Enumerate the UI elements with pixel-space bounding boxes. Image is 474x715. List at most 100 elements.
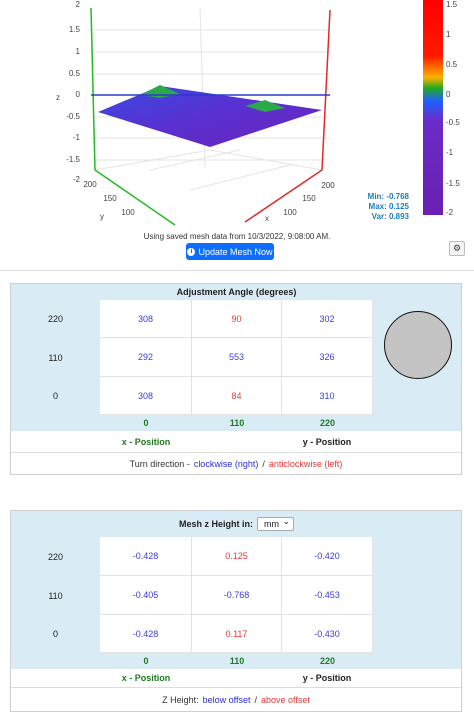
cell-value: 553 (192, 338, 282, 377)
x-axis-label: x (265, 214, 269, 223)
cell-value: -0.428 (100, 615, 192, 653)
footer-row (100, 653, 373, 669)
colorbar-tick-label: 1.5 (446, 0, 458, 9)
z-tick-label: -2 (73, 175, 81, 184)
cell-value: 326 (282, 338, 373, 377)
table-left-column (11, 511, 100, 669)
table-header (100, 511, 373, 537)
table-header (100, 284, 373, 300)
column-label: 220 (319, 656, 336, 666)
table-left-column (11, 284, 100, 431)
z-tick-label: 1.5 (69, 25, 81, 34)
x-tick-label: 100 (283, 208, 297, 217)
z-tick-label: 0 (76, 90, 81, 99)
cell-value: 84 (192, 377, 282, 415)
table-title-text: Mesh z Height in: (179, 519, 253, 529)
stat-var: Var: 0.893 (372, 212, 410, 221)
note-part: clockwise (right) (193, 458, 259, 469)
z-tick-label: -0.5 (66, 112, 80, 121)
table-box (10, 283, 462, 475)
status-text: Using saved mesh data from 10/3/2022, 9:… (143, 232, 331, 241)
table-note: Turn direction - clockwise (right) / anticl… (11, 452, 461, 475)
z-tick-label: -1.5 (66, 155, 80, 164)
z-tick-label: -1 (73, 133, 81, 142)
table-title: Adjustment Angle (degrees) (100, 284, 373, 300)
x-position-label: x - Position (121, 436, 171, 447)
cell-value: 292 (100, 338, 192, 377)
unit-select[interactable]: mm ⌄ (257, 516, 294, 531)
z-tick-label: 0.5 (69, 69, 81, 78)
y-tick-label: 200 (83, 180, 97, 189)
row-divider (11, 687, 461, 688)
note-part: above offset (261, 694, 310, 705)
note-part: / (262, 458, 265, 469)
table-note: Z Height: below offset / above offset (11, 687, 461, 712)
cell-value: -0.768 (192, 576, 282, 615)
stat-min: Min: -0.768 (368, 192, 410, 201)
cell-value: 0.117 (192, 615, 282, 653)
row-label: 0 (52, 391, 58, 401)
cell-value: -0.428 (100, 537, 192, 576)
cell-value: 308 (100, 300, 192, 338)
x-tick-label: 200 (321, 181, 335, 190)
y-tick-label: 100 (121, 208, 135, 217)
note-part: anticlockwise (left) (268, 458, 343, 469)
cell-value: 0.125 (192, 537, 282, 576)
row-label: 220 (47, 314, 64, 324)
column-label: 110 (229, 656, 245, 666)
stat-max: Max: 0.125 (369, 202, 410, 211)
select-arrow: ⌄ (282, 516, 290, 526)
x-tick-label: 150 (302, 194, 316, 203)
column-label: 110 (229, 418, 245, 428)
cell-value: -0.430 (282, 615, 373, 653)
row-divider (11, 452, 461, 453)
cell-value: 90 (192, 300, 282, 338)
cell-value: 302 (282, 300, 373, 338)
table-title: Mesh z Height in: mm ⌄ (100, 511, 373, 537)
mesh-plot: z y x 2 1.5 1 0.5 0 -0.5 -1 -1.5 -2 1.5 1 0.5 0 -0.5 -… (56, 0, 460, 226)
y-tick-label: 150 (103, 194, 117, 203)
row-label: 110 (48, 352, 63, 363)
column-label: 0 (143, 656, 149, 666)
settings-button[interactable]: ⚙ (449, 241, 465, 256)
divider (0, 270, 474, 271)
y-axis-label: y (100, 212, 104, 221)
row-label: 0 (52, 629, 58, 639)
y-position-label: y - Position (302, 673, 352, 683)
z-axis-label: z (56, 93, 60, 102)
colorbar-tick-label: -1 (446, 148, 454, 157)
cell-value: -0.453 (282, 576, 373, 615)
cell-value: -0.405 (100, 576, 192, 615)
cell-value: -0.420 (282, 537, 373, 576)
cell-value: 308 (100, 377, 192, 415)
note-part: below offset (202, 694, 251, 705)
colorbar-tick-label: -0.5 (446, 118, 460, 127)
z-tick-label: 2 (76, 0, 81, 9)
y-position-label: y - Position (302, 436, 352, 447)
note-part: Z Height: (162, 694, 199, 705)
table-box (10, 510, 462, 712)
cell-value: 310 (282, 377, 373, 415)
mesh-surface (98, 86, 322, 147)
update-mesh-label: Update Mesh Now (198, 246, 273, 257)
bed-circle (384, 311, 452, 379)
note-part: / (254, 694, 258, 705)
row-label: 110 (48, 590, 63, 601)
note-part: Turn direction - (129, 458, 190, 469)
update-mesh-button[interactable]: i Update Mesh Now (186, 243, 274, 260)
x-position-label: x - Position (121, 673, 171, 683)
colorbar-tick-label: -2 (446, 208, 454, 217)
colorbar-tick-label: 0.5 (446, 60, 458, 69)
column-label: 220 (319, 418, 336, 428)
colorbar-tick-label: 0 (446, 90, 451, 99)
table-title-text: Adjustment Angle (degrees) (176, 287, 297, 297)
colorbar (423, 0, 443, 215)
table-side-column (373, 511, 461, 669)
colorbar-tick-label: 1 (446, 30, 451, 39)
row-label: 220 (47, 551, 64, 562)
colorbar-tick-label: -1.5 (446, 179, 460, 188)
z-tick-label: 1 (76, 47, 81, 56)
column-label: 0 (143, 418, 149, 428)
footer-row (100, 415, 373, 431)
